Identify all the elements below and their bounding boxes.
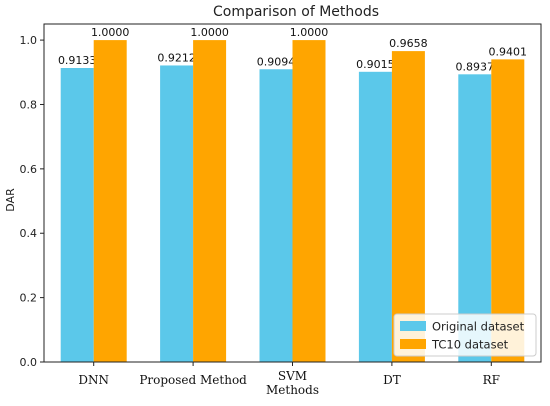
legend-swatch-0 bbox=[400, 321, 426, 331]
legend-label-0: Original dataset bbox=[432, 320, 525, 334]
data-label-tc10-0: 1.0000 bbox=[91, 26, 130, 39]
data-label-original-3: 0.9015 bbox=[356, 58, 395, 71]
bar-tc10-2 bbox=[292, 40, 326, 362]
bar-tc10-1 bbox=[193, 40, 227, 362]
bar-tc10-3 bbox=[391, 51, 425, 363]
y-tick-label-3: 0.6 bbox=[20, 163, 38, 176]
bar-original-1 bbox=[160, 65, 194, 362]
x-tick-label-3: DT bbox=[383, 373, 401, 387]
x-tick-label-2: SVM Methods bbox=[266, 369, 319, 397]
y-tick-label-5: 1.0 bbox=[20, 34, 38, 47]
y-tick-label-2: 0.4 bbox=[20, 227, 38, 240]
data-label-tc10-3: 0.9658 bbox=[389, 37, 428, 50]
data-label-original-4: 0.8937 bbox=[456, 60, 495, 73]
data-label-original-2: 0.9094 bbox=[257, 55, 296, 68]
data-label-tc10-4: 0.9401 bbox=[489, 45, 528, 58]
bar-tc10-4 bbox=[491, 59, 525, 363]
y-tick-label-1: 0.2 bbox=[20, 292, 38, 305]
x-tick-label-4: RF bbox=[483, 373, 500, 387]
x-tick-label-0: DNN bbox=[78, 373, 109, 387]
legend-label-1: TC10 dataset bbox=[431, 338, 509, 352]
chart-title: Comparison of Methods bbox=[213, 4, 379, 20]
legend-swatch-1 bbox=[400, 339, 426, 349]
bar-original-3 bbox=[358, 71, 392, 362]
bar-original-0 bbox=[60, 68, 94, 362]
y-axis-label: DAR bbox=[4, 188, 17, 212]
data-label-original-0: 0.9133 bbox=[58, 54, 97, 67]
y-tick-label-4: 0.8 bbox=[20, 98, 38, 111]
bar-original-2 bbox=[259, 69, 293, 362]
data-label-original-1: 0.9212 bbox=[157, 51, 196, 64]
x-tick-label-1: Proposed Method bbox=[139, 373, 247, 387]
y-tick-label-0: 0.0 bbox=[20, 356, 38, 369]
bar-tc10-0 bbox=[93, 40, 127, 362]
data-label-tc10-1: 1.0000 bbox=[190, 26, 229, 39]
data-label-tc10-2: 1.0000 bbox=[290, 26, 329, 39]
legend bbox=[393, 313, 537, 357]
